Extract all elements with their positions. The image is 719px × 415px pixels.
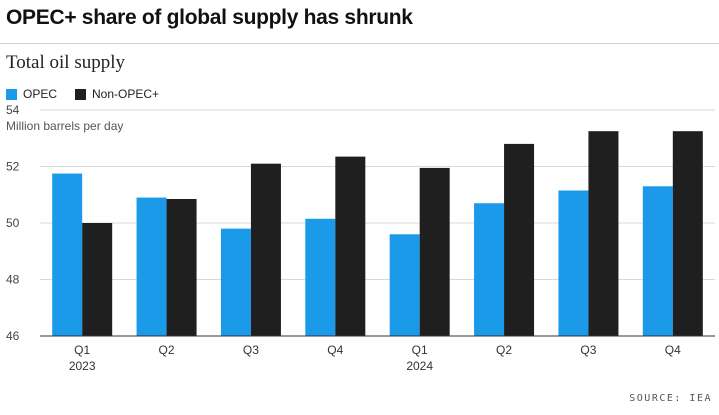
x-tick-label: Q2 [496, 343, 512, 357]
legend-item-opec: OPEC [6, 87, 57, 101]
legend-swatch-opec [6, 88, 17, 100]
bar-opec [52, 173, 83, 336]
bar-opec [558, 190, 589, 336]
x-tick-label: Q4 [665, 343, 681, 357]
bar-non-opec [250, 163, 281, 336]
x-tick-label: Q1 [74, 343, 90, 357]
bar-non-opec [335, 156, 366, 336]
x-year-label: 2023 [69, 359, 96, 373]
x-tick-label: Q1 [412, 343, 428, 357]
bar-opec [220, 228, 251, 336]
title-divider [0, 43, 719, 44]
y-tick-label: 50 [6, 216, 20, 230]
bar-opec [642, 186, 673, 336]
y-tick-label: 54 [6, 103, 20, 117]
y-tick-label: 46 [6, 329, 20, 343]
bar-non-opec [166, 198, 197, 336]
x-tick-label: Q2 [159, 343, 175, 357]
bar-non-opec [82, 223, 113, 336]
bar-opec [136, 197, 167, 336]
bar-non-opec [588, 131, 619, 336]
y-tick-label: 48 [6, 273, 20, 287]
x-tick-label: Q3 [580, 343, 596, 357]
x-tick-label: Q4 [327, 343, 343, 357]
y-tick-label: 52 [6, 160, 20, 174]
chart-subtitle: Total oil supply [6, 52, 126, 73]
legend-label-opec: OPEC [23, 87, 58, 101]
x-tick-label: Q3 [243, 343, 259, 357]
bar-opec [305, 218, 336, 336]
x-year-label: 2024 [406, 359, 433, 373]
legend-item-non-opec: Non-OPEC+ [75, 87, 159, 101]
bar-opec [389, 234, 420, 336]
bar-non-opec [419, 167, 450, 336]
bar-opec [474, 203, 505, 336]
bar-non-opec [504, 143, 535, 336]
legend-swatch-non-opec [75, 88, 87, 100]
source-note: SOURCE: IEA [629, 393, 712, 404]
legend-label-non-opec: Non-OPEC+ [92, 87, 160, 101]
chart-title: OPEC+ share of global supply has shrunk [6, 6, 413, 29]
y-axis-label: Million barrels per day [6, 119, 123, 133]
legend: OPEC Non-OPEC+ [6, 87, 171, 101]
bar-non-opec [672, 131, 703, 336]
